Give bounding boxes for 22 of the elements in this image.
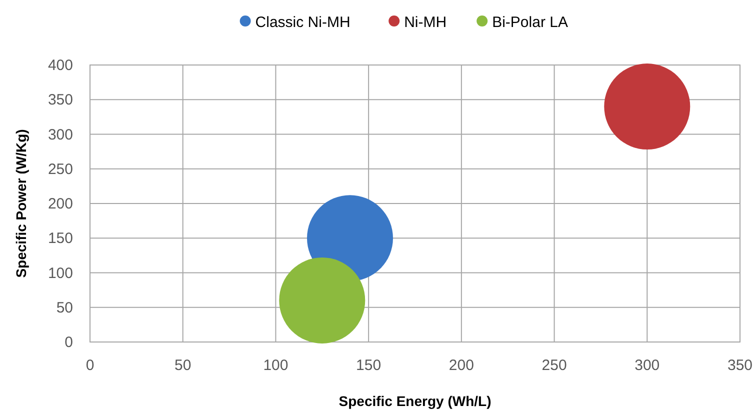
y-tick-label: 0	[64, 334, 73, 351]
y-tick-label: 400	[48, 57, 73, 74]
legend-label: Classic Ni-MH	[255, 14, 350, 31]
x-tick-label: 300	[634, 357, 660, 374]
x-tick-label: 100	[263, 357, 288, 374]
x-axis-title: Specific Energy (Wh/L)	[338, 393, 492, 409]
x-tick-label: 200	[448, 357, 474, 374]
y-tick-label: 250	[48, 160, 73, 178]
y-tick-label: 300	[48, 126, 73, 144]
x-tick-label: 350	[727, 357, 753, 374]
x-tick-label: 0	[86, 357, 94, 374]
x-tick-label: 250	[542, 357, 567, 374]
y-tick-label: 150	[48, 230, 73, 248]
y-tick-label: 350	[48, 92, 73, 109]
x-tick-label: 150	[356, 357, 382, 374]
y-axis-title: Specific Power (W/Kg)	[13, 129, 29, 278]
y-tick-label: 50	[56, 299, 73, 316]
legend-label: Bi-Polar LA	[492, 14, 568, 31]
legend-label: Ni-MH	[404, 14, 447, 31]
y-tick-label: 200	[48, 196, 73, 212]
y-tick-label: 100	[48, 264, 73, 282]
x-tick-label: 50	[174, 357, 192, 374]
